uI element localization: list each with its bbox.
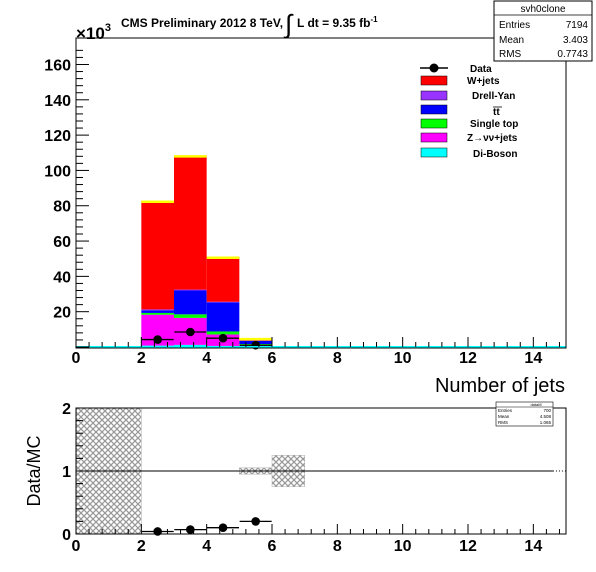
ratio-point xyxy=(251,517,260,526)
ratio-x-tick-label: 4 xyxy=(202,538,211,555)
integral-sign: ∫ xyxy=(283,9,294,39)
bar-segment xyxy=(141,310,174,313)
ratio-x-tick-label: 6 xyxy=(268,538,277,555)
svg-text:Drell-Yan: Drell-Yan xyxy=(472,91,515,102)
x-axis-title: Number of jets xyxy=(435,375,565,397)
legend-diboson: Di-Boson xyxy=(420,147,517,160)
bar-segment xyxy=(206,302,240,332)
bar-segment xyxy=(174,289,207,291)
x-tick-label: 14 xyxy=(524,350,542,367)
data-point xyxy=(186,327,195,337)
x-tick-label: 4 xyxy=(202,350,211,367)
legend-zvv: Z→νν+jets xyxy=(420,132,518,144)
y-tick-label: 20 xyxy=(53,305,71,322)
bar-segment xyxy=(141,309,174,311)
top-frame xyxy=(75,37,567,349)
svg-text:W+jets: W+jets xyxy=(467,76,500,87)
ratio-y-tick-label: 0 xyxy=(62,527,71,544)
ratio-y-title: Data/MC xyxy=(24,435,44,506)
ratio-x-axis: 0 2 4 6 8 10 12 14 xyxy=(72,524,560,555)
legend-drellyan: Drell-Yan xyxy=(420,90,515,102)
x-tick-label: 10 xyxy=(394,350,412,367)
bar-segment xyxy=(141,312,174,315)
stacked-bars xyxy=(141,155,272,347)
data-points xyxy=(141,327,272,350)
svg-text:tt: tt xyxy=(493,107,500,118)
legend-singletop: Single top xyxy=(420,118,518,130)
y-multiplier: ×103 xyxy=(76,22,111,43)
bar-segment xyxy=(174,314,207,318)
stack-top-line xyxy=(141,155,272,341)
svg-text:Di-Boson: Di-Boson xyxy=(473,149,517,160)
data-point xyxy=(218,333,228,343)
ratio-points xyxy=(141,517,272,536)
legend-wjets: W+jets xyxy=(420,75,500,87)
ratio-y-tick-label: 1 xyxy=(62,464,71,481)
bar-segment xyxy=(174,344,207,347)
ratio-pad: 012 0 2 4 6 8 10 12 14 Data/MC dataM Entries 70… xyxy=(24,401,567,555)
stats-value: 700 xyxy=(543,408,551,413)
ratio-x-tick-label: 14 xyxy=(524,538,542,555)
y-tick-label: 40 xyxy=(53,269,71,286)
bar-segment xyxy=(206,256,240,302)
x-tick-label: 2 xyxy=(137,350,146,367)
main-histogram-pad: 20 40 60 80 100 120 140 160 0 2 4 6 8 10 12 14 ×103 Nu… xyxy=(44,0,593,397)
plot-header: CMS Preliminary 2012 8 TeV, ∫ L dt = 9.3… xyxy=(121,9,378,39)
bar-segment xyxy=(174,155,207,290)
stats-box: svh0clone Entries 7194 Mean 3.403 RMS 0.… xyxy=(493,0,593,62)
stats-name: svh0clone xyxy=(520,4,565,15)
bar-segment xyxy=(206,301,240,303)
x-tick-label: 12 xyxy=(459,350,477,367)
ratio-x-tick-label: 10 xyxy=(394,538,412,555)
x-tick-label: 8 xyxy=(333,350,342,367)
ratio-x-tick-label: 8 xyxy=(333,538,342,555)
ratio-x-tick-label: 12 xyxy=(459,538,477,555)
svg-text:Single top: Single top xyxy=(470,119,518,130)
x-axis: 0 2 4 6 8 10 12 14 xyxy=(72,337,560,367)
legend-ttbar: tt xyxy=(420,104,502,118)
ratio-point xyxy=(218,523,228,532)
ratio-x-tick-label: 2 xyxy=(137,538,146,555)
stats-label: RMS xyxy=(498,420,508,425)
svg-text:Data: Data xyxy=(470,64,492,75)
stats-label: Mean xyxy=(498,414,510,419)
x-tick-label: 0 xyxy=(72,350,81,367)
stats-label: Entries xyxy=(498,408,513,413)
y-tick-label: 80 xyxy=(53,199,71,216)
x-tick-label: 6 xyxy=(268,350,277,367)
header-lumi: L dt = 9.35 fb-1 xyxy=(297,15,378,30)
bar-segment xyxy=(174,290,207,315)
stats-value: 1.065 xyxy=(540,420,552,425)
ratio-x-tick-label: 0 xyxy=(72,538,81,555)
y-axis: 20 40 60 80 100 120 140 160 xyxy=(44,49,89,348)
y-tick-label: 160 xyxy=(44,57,71,74)
legend-data: Data xyxy=(420,63,492,75)
header-title: CMS Preliminary 2012 8 TeV, xyxy=(121,16,283,30)
bar-segment xyxy=(206,331,240,335)
y-tick-label: 120 xyxy=(44,128,71,145)
stats-label: Mean xyxy=(499,35,524,46)
y-tick-label: 140 xyxy=(44,93,71,110)
y-tick-label: 60 xyxy=(53,234,71,251)
ratio-point xyxy=(186,525,195,534)
ratio-y-axis: 0 1 2 xyxy=(62,401,89,544)
stats-value: 7194 xyxy=(566,20,589,31)
stats-name: dataM xyxy=(530,402,541,407)
stats-label: RMS xyxy=(499,49,522,60)
bar-segment xyxy=(141,200,174,310)
svg-text:Z→νν+jets: Z→νν+jets xyxy=(467,133,518,144)
data-point xyxy=(153,335,162,344)
stats-value: 4.508 xyxy=(540,414,552,419)
y-tick-label: 100 xyxy=(44,163,71,180)
legend: Data W+jets Drell-Yan tt Single top xyxy=(420,63,518,160)
stats-label: Entries xyxy=(499,20,530,31)
stats-value: 0.7743 xyxy=(557,49,588,60)
ratio-stats-box: dataM Entries 700 Mean 4.508 RMS 1.065 xyxy=(495,401,554,427)
stats-value: 3.403 xyxy=(563,35,588,46)
ratio-y-tick-label: 2 xyxy=(62,401,71,418)
